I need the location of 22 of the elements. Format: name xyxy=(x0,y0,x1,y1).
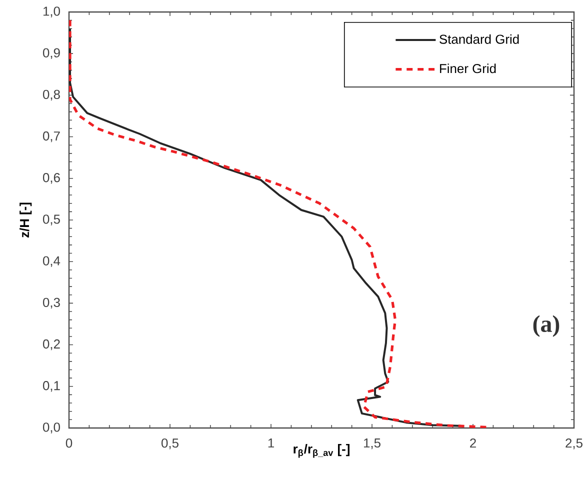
x-tick-label: 1 xyxy=(268,438,274,448)
legend-label: Standard Grid xyxy=(440,34,519,44)
y-axis-title: z/H [-] xyxy=(20,202,32,238)
x-tick-label: 0 xyxy=(66,438,72,448)
x-axis-title: r$_{β}$/r$_{β_av}$ [-] xyxy=(294,444,350,458)
y-tick-label: 0,6 xyxy=(42,173,60,184)
y-tick-label: 0,5 xyxy=(42,214,60,226)
annotation: (a) xyxy=(533,315,560,337)
y-tick-label: 0,2 xyxy=(42,339,60,350)
y-tick-label: 0,3 xyxy=(42,298,60,309)
y-tick-label: 0,7 xyxy=(42,131,60,142)
y-tick-label: 0,9 xyxy=(42,48,60,59)
x-tick-label: 0,5 xyxy=(162,438,178,450)
y-tick-label: 0,4 xyxy=(42,256,60,267)
y-tick-label: 0,1 xyxy=(42,381,60,392)
x-tick-label: 2,5 xyxy=(566,438,582,450)
x-tick-label: 2 xyxy=(470,438,476,448)
x-tick-label: 1,5 xyxy=(364,438,380,450)
legend-label: Finer Grid xyxy=(440,64,496,74)
y-tick-label: 1,0 xyxy=(43,6,60,18)
y-tick-label: 0,8 xyxy=(42,90,60,101)
y-tick-label: 0,0 xyxy=(42,422,60,434)
